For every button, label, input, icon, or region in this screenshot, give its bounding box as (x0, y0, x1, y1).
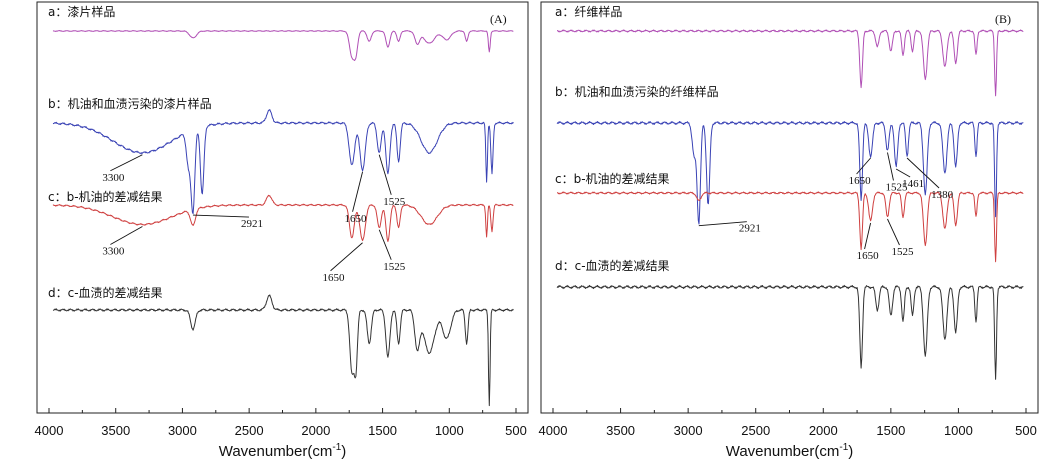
annotation-label: 1650 (345, 213, 368, 225)
spectrum-trace-d (52, 294, 514, 407)
x-tick-label: 2000 (809, 423, 838, 438)
annotation-arrow (856, 157, 871, 175)
annotation-arrow (887, 218, 900, 246)
trace-label-b: b：机油和血渍污染的漆片样品 (48, 96, 212, 111)
annotation-label: 1525 (885, 182, 908, 194)
annotation-label: 2921 (241, 218, 263, 230)
annotation-label: 1525 (891, 246, 914, 258)
x-tick-label: 1000 (944, 423, 973, 438)
x-tick-label: 3000 (168, 423, 197, 438)
annotation-arrow (378, 229, 392, 260)
annotation-label: 1525 (383, 196, 406, 208)
plot-frame (540, 1, 1039, 414)
x-tick-label: 2500 (741, 423, 770, 438)
spectrum-trace-c (52, 194, 514, 242)
x-tick-label: 1500 (368, 423, 397, 438)
panel-a: 4000 3500 3000 2500 2000 1500 1000 500 Wavenumbe… (35, 1, 529, 460)
annotation-arrow (906, 157, 940, 189)
spectrum-trace-d (556, 284, 1024, 380)
trace-label-a: a：漆片样品 (48, 4, 115, 19)
annotation-arrow (110, 226, 143, 245)
x-tick-label: 3500 (101, 423, 130, 438)
annotation-arrow (887, 152, 894, 181)
x-tick-label: 2000 (301, 423, 330, 438)
spectrum-trace-a (556, 29, 1024, 97)
annotation-label: 1380 (931, 189, 954, 201)
spectrum-trace-b (52, 109, 514, 215)
trace-label-d: d：c-血渍的差减结果 (48, 285, 163, 300)
x-tick-label: 500 (505, 423, 527, 438)
x-tick-label: 2500 (235, 423, 264, 438)
trace-label-a: a：纤维样品 (555, 4, 622, 19)
trace-label-c: c：b-机油的差减结果 (48, 189, 163, 204)
annotation-label: 1461 (902, 178, 924, 190)
x-axis-label: Wavenumber(cm-1) (726, 442, 854, 460)
annotation-label: 3300 (102, 172, 125, 184)
spectrum-trace-b (556, 121, 1024, 225)
spectrum-trace-c (557, 191, 1024, 263)
trace-label-c: c：b-机油的差减结果 (555, 171, 670, 186)
annotation-arrow (110, 154, 143, 172)
x-axis-label: Wavenumber(cm-1) (219, 442, 347, 460)
panel-tag: (B) (995, 12, 1011, 26)
annotation-arrow (378, 154, 392, 195)
annotation-arrow (698, 221, 747, 227)
annotation-arrow (864, 222, 872, 250)
trace-label-d: d：c-血渍的差减结果 (555, 258, 670, 273)
annotation-label: 1650 (849, 175, 872, 187)
x-tick-label: 500 (1015, 423, 1037, 438)
x-tick-label: 1500 (876, 423, 905, 438)
annotation-label: 2921 (739, 223, 761, 235)
panel-tag: (A) (490, 12, 507, 26)
annotation-label: 1650 (857, 250, 880, 262)
x-tick-label: 4000 (35, 423, 64, 438)
annotation-arrow (192, 214, 249, 218)
x-tick-label: 3000 (674, 423, 703, 438)
annotation-label: 1650 (323, 272, 346, 284)
x-tick-label: 1000 (435, 423, 464, 438)
x-tick-label: 4000 (539, 423, 568, 438)
annotation-label: 1525 (383, 261, 406, 273)
annotation-arrow (895, 168, 911, 178)
spectrum-trace-a (52, 30, 514, 61)
plot-frame (36, 1, 529, 414)
trace-label-b: b：机油和血渍污染的纤维样品 (555, 84, 719, 99)
annotation-arrow (352, 171, 363, 212)
annotation-arrow (330, 242, 363, 272)
panel-b: 4000 3500 3000 2500 2000 1500 1000 500 Wavenumbe… (539, 1, 1039, 460)
x-tick-label: 3500 (606, 423, 635, 438)
annotation-label: 3300 (102, 246, 125, 258)
